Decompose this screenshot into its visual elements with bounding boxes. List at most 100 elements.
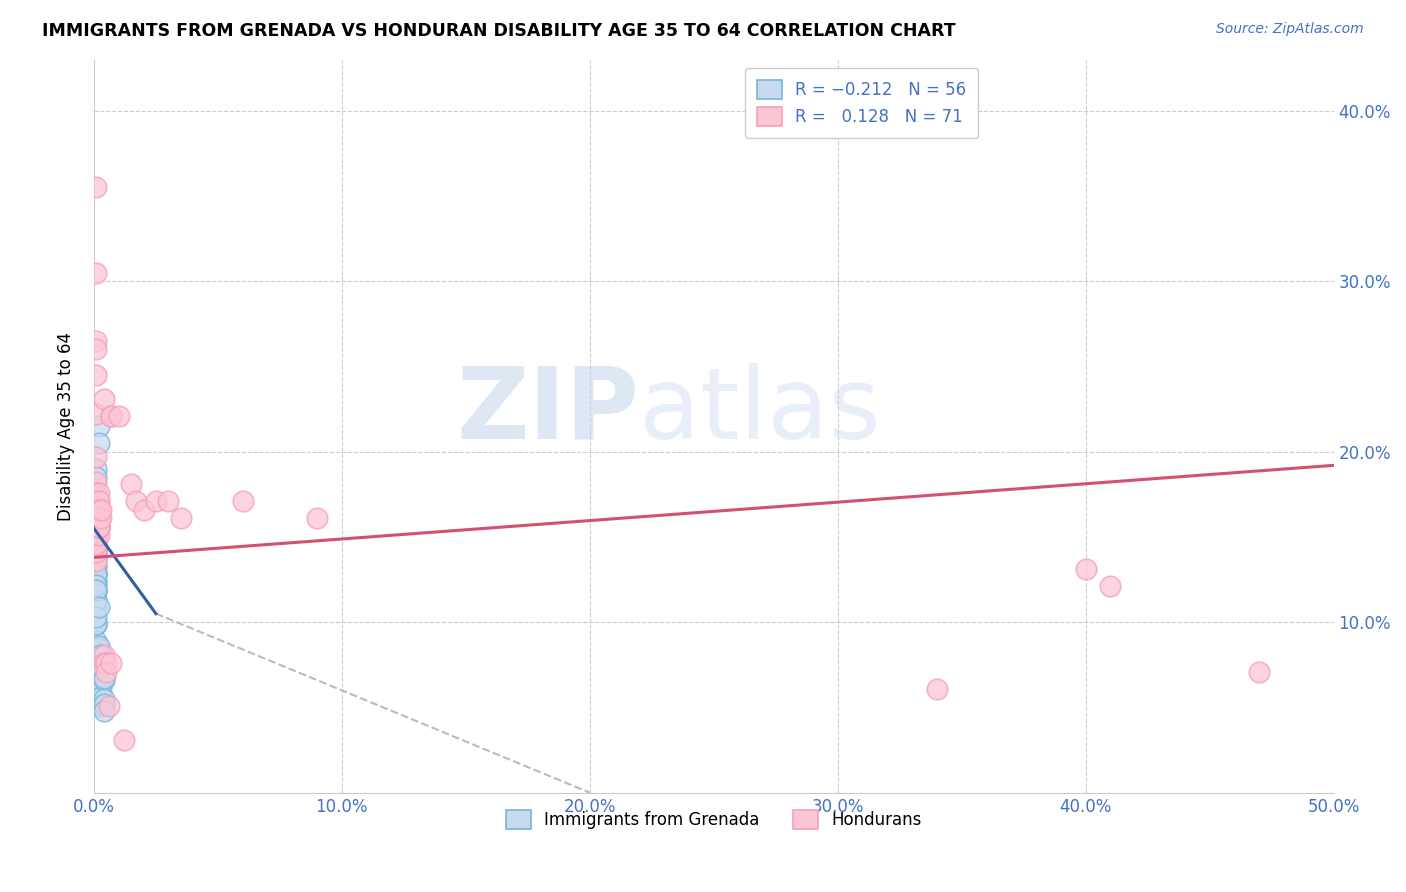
Point [87,502,110,516]
Point [87,519,110,533]
Point [87,528,110,542]
Point [86,500,108,515]
Point [120,477,142,491]
Point [86,558,108,573]
Point [86,616,108,631]
Point [93,673,115,687]
Point [87,502,110,516]
Point [86,519,108,533]
Point [87,494,110,508]
Point [96,656,118,670]
Text: IMMIGRANTS FROM GRENADA VS HONDURAN DISABILITY AGE 35 TO 64 CORRELATION CHART: IMMIGRANTS FROM GRENADA VS HONDURAN DISA… [42,22,956,40]
Point [90,698,112,713]
Point [86,574,108,589]
Point [86,487,108,501]
Point [86,266,108,280]
Point [307,511,329,525]
Point [90,648,112,662]
Point [170,511,193,525]
Point [87,436,110,450]
Point [86,485,108,500]
Point [90,511,112,525]
Point [86,475,108,490]
Point [86,550,108,565]
Point [93,392,115,406]
Point [86,567,108,582]
Point [87,651,110,665]
Point [86,567,108,582]
Point [86,537,108,551]
Point [96,665,118,679]
Point [100,409,122,423]
Point [87,519,110,533]
Point [86,549,108,563]
Point [86,511,108,525]
Point [86,502,108,516]
Point [86,543,108,558]
Point [97,698,120,713]
Point [86,368,108,382]
Point [86,567,108,582]
Point [86,582,108,597]
Point [86,634,108,648]
Point [87,502,110,516]
Point [86,485,108,500]
Point [87,640,110,655]
Point [86,407,108,421]
Point [100,656,122,670]
Point [87,519,110,533]
Point [86,593,108,607]
Point [86,552,108,566]
Point [1074,562,1097,576]
Point [86,343,108,357]
Point [86,545,108,559]
Point [86,616,108,631]
Point [86,462,108,476]
Point [87,648,110,662]
Point [86,535,108,549]
Point [86,582,108,597]
Point [90,690,112,705]
Point [86,545,108,559]
Point [87,511,110,525]
Y-axis label: Disability Age 35 to 64: Disability Age 35 to 64 [58,332,75,521]
Point [86,521,108,535]
Point [86,584,108,599]
Point [87,502,110,516]
Point [86,334,108,348]
Point [1249,665,1271,679]
Point [86,450,108,464]
Point [87,419,110,434]
Point [90,690,112,705]
Point [125,494,148,508]
Point [86,577,108,591]
Point [1099,579,1122,593]
Point [86,545,108,559]
Point [86,566,108,580]
Point [86,537,108,551]
Text: Source: ZipAtlas.com: Source: ZipAtlas.com [1216,22,1364,37]
Point [86,519,108,533]
Point [112,732,135,747]
Point [86,492,108,507]
Point [93,672,115,686]
Point [86,554,108,568]
Point [93,648,115,662]
Point [86,509,108,524]
Point [86,616,108,631]
Point [132,502,155,516]
Point [87,519,110,533]
Point [87,657,110,672]
Point [157,494,180,508]
Point [86,593,108,607]
Point [90,502,112,516]
Point [90,681,112,696]
Point [86,526,108,541]
Point [93,692,115,706]
Point [86,543,108,558]
Point [86,537,108,551]
Point [86,610,108,624]
Point [86,528,108,542]
Point [87,511,110,525]
Point [86,582,108,597]
